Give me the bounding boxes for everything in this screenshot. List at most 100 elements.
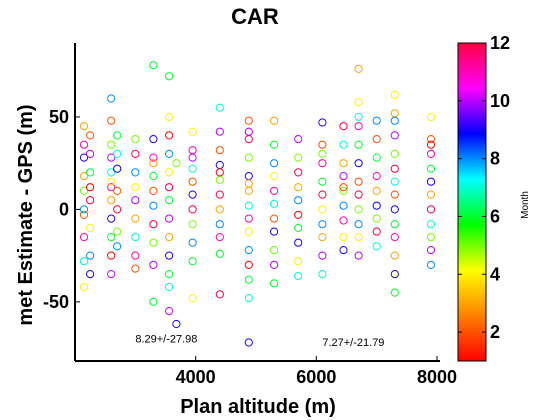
data-point [339, 183, 348, 192]
data-point [270, 227, 279, 236]
data-point [113, 242, 122, 251]
data-point [131, 264, 140, 273]
data-point [86, 183, 95, 192]
data-point [107, 233, 116, 242]
colorbar-tick-label: 12 [490, 33, 510, 53]
data-point [149, 153, 158, 162]
data-point [270, 186, 279, 195]
data-point [270, 214, 279, 223]
data-point [294, 135, 303, 144]
data-point [426, 135, 436, 144]
data-point [165, 233, 174, 242]
y-axis-ticks: -50 0 50 [43, 107, 80, 312]
data-point [318, 190, 327, 199]
colorbar [457, 42, 487, 362]
data-point [270, 140, 279, 149]
data-point [294, 257, 303, 266]
data-point [390, 233, 399, 242]
data-point [165, 307, 174, 316]
data-point [390, 90, 399, 99]
data-point [354, 190, 363, 199]
data-point [390, 251, 399, 260]
data-point [79, 210, 89, 219]
annotations-layer: 8.29+/-27.98 7.27+/-21.79 [135, 334, 384, 350]
data-point [354, 64, 363, 74]
data-point [107, 183, 116, 192]
data-point [372, 242, 381, 251]
data-point [294, 223, 303, 232]
data-point [131, 183, 140, 192]
data-point [244, 227, 253, 236]
data-point [172, 319, 181, 329]
data-point [426, 205, 436, 214]
data-point [390, 270, 399, 279]
data-point [244, 201, 253, 210]
data-point [188, 205, 197, 214]
data-point [188, 164, 197, 173]
data-point [215, 127, 224, 136]
data-point [172, 159, 181, 168]
data-point [149, 260, 158, 269]
data-point [426, 140, 436, 149]
stats-annotation: 7.27+/-21.79 [322, 337, 384, 349]
data-point [215, 160, 224, 170]
data-point [372, 116, 381, 125]
data-point [188, 238, 197, 247]
data-point [339, 186, 348, 195]
data-point [79, 186, 89, 195]
data-point [294, 210, 303, 219]
data-point [86, 131, 95, 140]
data-point [372, 172, 381, 181]
data-point [294, 153, 303, 162]
data-point [165, 282, 174, 292]
data-point [426, 233, 436, 242]
data-point [149, 61, 158, 70]
data-point [79, 282, 89, 292]
data-point [339, 172, 348, 181]
data-point [244, 246, 253, 255]
data-point [294, 168, 303, 177]
data-point [244, 214, 253, 223]
data-point [107, 251, 116, 260]
data-point [354, 112, 363, 122]
data-point [113, 164, 122, 173]
data-point [354, 233, 363, 242]
data-point [294, 271, 303, 281]
data-point [339, 122, 348, 131]
colorbar-tick-label: 10 [490, 91, 510, 111]
data-point [390, 131, 399, 140]
data-point [294, 238, 303, 247]
data-point [149, 159, 158, 168]
data-point [215, 205, 224, 214]
data-point [318, 159, 327, 168]
data-point [390, 288, 399, 297]
data-point [188, 146, 197, 155]
data-point [339, 159, 348, 168]
data-point [215, 146, 224, 155]
data-point [215, 190, 224, 199]
data-point [79, 172, 89, 181]
y-tick-label: 0 [59, 199, 69, 219]
data-point [149, 172, 158, 181]
data-point [149, 186, 158, 195]
data-point [86, 251, 95, 260]
data-point [426, 164, 436, 173]
data-point [79, 233, 89, 242]
data-point [390, 220, 399, 229]
data-point [354, 177, 363, 186]
data-point [215, 249, 224, 258]
data-point [426, 112, 436, 122]
data-point [107, 196, 116, 205]
data-point [390, 164, 399, 173]
x-tick-label: 8000 [417, 367, 457, 387]
data-point [113, 186, 122, 195]
data-point [270, 116, 279, 125]
data-point [165, 183, 174, 192]
data-point [131, 233, 140, 242]
data-point [244, 153, 253, 162]
data-point [165, 72, 174, 81]
x-tick-label: 4000 [176, 367, 216, 387]
data-point [165, 168, 174, 177]
data-point [354, 122, 363, 131]
